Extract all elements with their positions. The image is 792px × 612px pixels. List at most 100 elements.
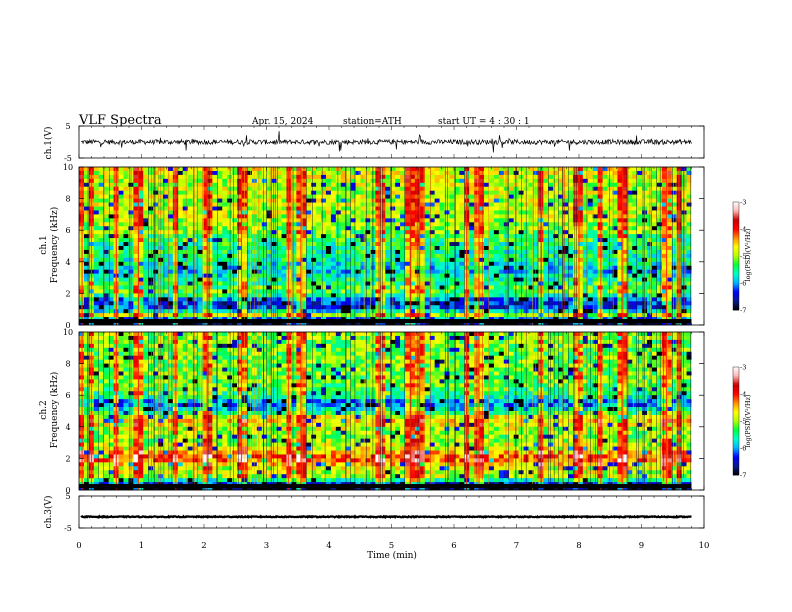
ch1-spectrogram-cell xyxy=(271,309,277,314)
ch1-spectrogram-cell xyxy=(439,186,445,191)
ch1-spectrogram-cell xyxy=(661,301,668,306)
ch1-spectrogram-cell xyxy=(563,206,569,211)
ch1-spectrogram-cell xyxy=(261,305,267,310)
ch1-spectrogram-cell xyxy=(533,309,539,314)
ch1-spectrogram-cell xyxy=(602,285,608,290)
ch1-spectrogram-cell xyxy=(197,313,203,318)
ch1-spectrogram-cell xyxy=(261,313,267,318)
ch1-spectrogram-cell xyxy=(577,269,584,274)
ch1-spectrogram-cell xyxy=(286,321,292,326)
ch1-spectrogram-cell xyxy=(311,253,317,259)
ch1-spectrogram-cell xyxy=(409,178,416,184)
ch1-spectrogram-cell xyxy=(212,261,218,267)
ch1-spectrogram-cell xyxy=(162,257,169,263)
ch1-spectrogram-cell xyxy=(143,305,149,310)
ch1-spectrogram-cell xyxy=(622,234,628,239)
ch1-spectrogram-cell xyxy=(316,174,322,180)
ch1-spectrogram-cell xyxy=(400,174,406,180)
ch1-spectrogram-cell xyxy=(558,194,564,199)
ch1-spectrogram-cell xyxy=(671,249,677,255)
ch1-spectrogram-cell xyxy=(488,210,495,215)
ch1-spectrogram-cell xyxy=(434,313,440,318)
ch1-spectrogram-cell xyxy=(103,285,109,290)
ch1-spectrogram-cell xyxy=(666,265,673,270)
ch1-spectrogram-cell xyxy=(385,293,391,298)
ch1-spectrogram-cell xyxy=(602,257,608,263)
ch1-spectrogram-cell xyxy=(592,210,598,215)
ch1-spectrogram-cell xyxy=(345,242,351,247)
ch1-spectrogram-cell xyxy=(612,170,618,176)
ch1-spectrogram-cell xyxy=(192,281,198,286)
ch1-spectrogram-cell xyxy=(617,214,623,219)
ch1-spectrogram-cell xyxy=(469,170,475,176)
ch1-spectrogram-cell xyxy=(276,246,282,251)
ch1-spectrogram-cell xyxy=(597,249,603,255)
ch1-spectrogram-cell xyxy=(493,170,500,176)
ch1-spectrogram-cell xyxy=(444,265,450,270)
ch1-spectrogram-cell xyxy=(533,257,539,263)
ch1-spectrogram-cell xyxy=(449,186,455,191)
ch1-spectrogram-cell xyxy=(108,305,114,310)
ch1-spectrogram-cell xyxy=(671,218,677,223)
ch1-spectrogram-cell xyxy=(459,273,465,278)
ch1-spectrogram-cell xyxy=(153,214,159,219)
ch1-spectrogram-cell xyxy=(256,234,263,239)
ch1-spectrogram-cell xyxy=(202,285,208,290)
ch1-spectrogram-cell xyxy=(192,265,198,270)
ch1-spectrogram-cell xyxy=(237,226,243,231)
ch1-spectrogram-cell xyxy=(533,261,539,267)
ch1-spectrogram-cell xyxy=(602,305,608,310)
ch1-spectrogram-cell xyxy=(434,206,440,211)
ch1-spectrogram-cell xyxy=(582,210,589,215)
ch1-spectrogram-cell xyxy=(627,249,633,255)
ch1-spectrogram-cell xyxy=(143,313,149,318)
ch1-spectrogram-cell xyxy=(395,242,401,247)
ch1-spectrogram-cell xyxy=(622,249,628,255)
ch1-spectrogram-cell xyxy=(350,242,356,247)
ch1-spectrogram-cell xyxy=(83,293,90,298)
ch1-spectrogram-cell xyxy=(577,313,584,318)
ch1-spectrogram-cell xyxy=(572,293,579,298)
ch1-spectrogram-cell xyxy=(607,253,613,259)
ch1-spectrogram-cell xyxy=(212,242,218,247)
ch1-spectrogram-cell xyxy=(548,293,554,298)
ch1-spectrogram-cell xyxy=(582,190,589,195)
ch1-spectrogram-cell xyxy=(543,186,549,191)
ch1-spectrogram-cell xyxy=(622,238,628,243)
ch1-spectrogram-cell xyxy=(612,167,618,172)
ch1-spectrogram-cell xyxy=(316,226,322,231)
ch1-spectrogram-cell xyxy=(133,206,139,211)
ch1-spectrogram-cell xyxy=(98,230,104,235)
ch1-spectrogram-cell xyxy=(479,170,485,176)
ch1-spectrogram-cell xyxy=(187,305,193,310)
ch1-spectrogram-cell xyxy=(627,261,633,267)
ch1-spectrogram-cell xyxy=(207,214,213,219)
ch1-spectrogram-cell xyxy=(637,206,643,211)
ch1-spectrogram-cell xyxy=(553,222,559,227)
ch1-spectrogram-cell xyxy=(133,198,139,203)
ch1-spectrogram-cell xyxy=(256,238,263,243)
ch1-spectrogram-cell xyxy=(355,198,361,203)
ch1-spectrogram-cell xyxy=(493,309,500,314)
ch1-spectrogram-cell xyxy=(311,273,317,278)
ch1-spectrogram-cell xyxy=(138,167,144,172)
ch1-spectrogram-cell xyxy=(375,313,381,318)
ch1-spectrogram-cell xyxy=(429,222,435,227)
ch1-spectrogram-cell xyxy=(568,289,574,294)
ch1-spectrogram-cell xyxy=(123,313,129,318)
ch1-spectrogram-cell xyxy=(355,265,361,270)
ch1-spectrogram-cell xyxy=(192,309,198,314)
ch1-spectrogram-cell xyxy=(93,289,100,294)
ch1-spectrogram-cell xyxy=(83,167,90,172)
ch1-spectrogram-cell xyxy=(661,285,668,290)
ch1-spectrogram-cell xyxy=(568,202,574,207)
ch1-spectrogram-cell xyxy=(503,194,510,199)
ch1-spectrogram-cell xyxy=(281,285,287,290)
ch1-spectrogram-cell xyxy=(424,218,431,223)
ch1-spectrogram-cell xyxy=(488,277,495,282)
ch1-spectrogram-cell xyxy=(479,210,485,215)
ch1-spectrogram-cell xyxy=(167,313,174,318)
ch1-spectrogram-cell xyxy=(182,301,188,306)
ch1-spectrogram-cell xyxy=(93,281,100,286)
ch1-spectrogram-cell xyxy=(246,174,253,180)
